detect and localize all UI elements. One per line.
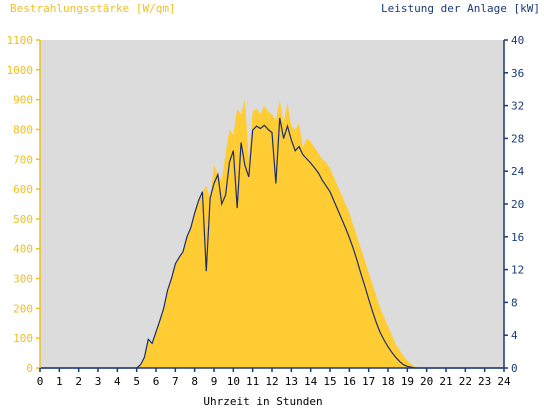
y-left-tick-label: 1100 <box>7 34 34 47</box>
y-left-tick-label: 0 <box>26 362 33 375</box>
y-right-tick-label: 12 <box>511 264 524 277</box>
y-left-tick-label: 300 <box>13 273 33 286</box>
x-tick-label: 23 <box>478 375 491 388</box>
x-tick-label: 24 <box>497 375 511 388</box>
axis-layer: 0100200300400500600700800900100011000481… <box>7 34 525 388</box>
y-right-tick-label: 20 <box>511 198 524 211</box>
x-tick-label: 22 <box>459 375 472 388</box>
y-right-tick-label: 40 <box>511 34 524 47</box>
x-tick-label: 5 <box>133 375 140 388</box>
y-right-tick-label: 8 <box>511 296 518 309</box>
x-tick-label: 0 <box>37 375 44 388</box>
y-right-tick-label: 4 <box>511 329 518 342</box>
x-tick-label: 12 <box>265 375 278 388</box>
x-tick-label: 10 <box>227 375 240 388</box>
x-tick-label: 17 <box>362 375 375 388</box>
x-tick-label: 14 <box>304 375 318 388</box>
power-line <box>40 117 504 369</box>
y-right-tick-label: 24 <box>511 165 525 178</box>
y-right-tick-label: 32 <box>511 100 524 113</box>
x-tick-label: 6 <box>153 375 160 388</box>
y-right-tick-label: 0 <box>511 362 518 375</box>
x-tick-label: 7 <box>172 375 179 388</box>
x-tick-label: 4 <box>114 375 121 388</box>
x-tick-label: 2 <box>75 375 82 388</box>
y-left-tick-label: 1000 <box>7 64 34 77</box>
y-left-tick-label: 700 <box>13 153 33 166</box>
y-right-tick-label: 16 <box>511 231 524 244</box>
y-left-tick-label: 400 <box>13 243 33 256</box>
x-tick-label: 15 <box>323 375 336 388</box>
x-tick-label: 16 <box>343 375 356 388</box>
x-tick-label: 11 <box>246 375 259 388</box>
y-left-tick-label: 900 <box>13 94 33 107</box>
x-tick-label: 3 <box>95 375 102 388</box>
x-tick-label: 20 <box>420 375 433 388</box>
series-layer <box>40 99 504 369</box>
irradiance-area <box>40 99 504 368</box>
x-tick-label: 19 <box>401 375 414 388</box>
y-left-tick-label: 600 <box>13 183 33 196</box>
x-tick-label: 13 <box>285 375 298 388</box>
right-axis-label: Leistung der Anlage [kW] <box>381 2 540 15</box>
y-left-tick-label: 800 <box>13 123 33 136</box>
y-right-tick-label: 36 <box>511 67 524 80</box>
x-tick-label: 9 <box>211 375 218 388</box>
x-tick-label: 8 <box>191 375 198 388</box>
y-left-tick-label: 200 <box>13 302 33 315</box>
x-tick-label: 21 <box>439 375 452 388</box>
y-left-tick-label: 100 <box>13 332 33 345</box>
x-axis-label: Uhrzeit in Stunden <box>203 395 322 408</box>
x-tick-label: 18 <box>381 375 394 388</box>
y-left-tick-label: 500 <box>13 213 33 226</box>
left-axis-label: Bestrahlungsstärke [W/qm] <box>10 2 176 15</box>
x-tick-label: 1 <box>56 375 63 388</box>
y-right-tick-label: 28 <box>511 132 524 145</box>
